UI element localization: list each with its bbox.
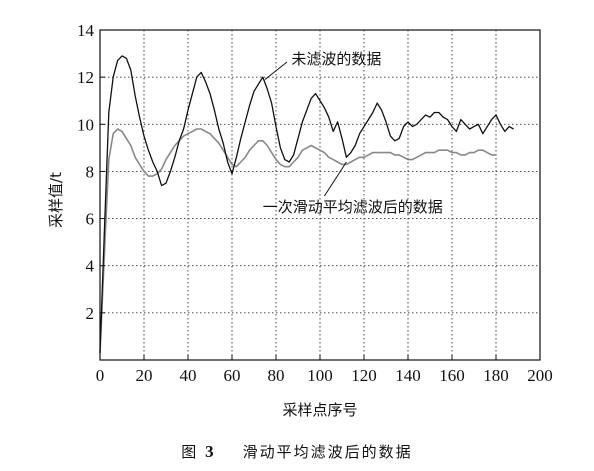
annotation-leader-1 (264, 61, 288, 80)
figure-label: 图 (181, 443, 199, 461)
x-tick-label: 80 (268, 366, 285, 385)
y-tick-label: 14 (77, 21, 95, 40)
x-axis-label: 采样点序号 (282, 401, 357, 419)
y-axis-label: 采样值/t (47, 172, 65, 228)
y-tick-label: 4 (86, 257, 95, 276)
x-tick-label: 0 (96, 366, 105, 385)
figure-caption: 图 3 滑动平均滤波后的数据 (0, 441, 594, 462)
grid (100, 30, 540, 360)
figure-number: 3 (205, 442, 216, 461)
y-tick-label: 2 (86, 304, 95, 323)
plot-area (99, 55, 514, 353)
x-tick-label: 160 (439, 366, 465, 385)
y-tick-label: 10 (77, 115, 94, 134)
annotation-label-2: 一次滑动平均滤波后的数据 (263, 198, 443, 216)
x-tick-label: 180 (483, 366, 509, 385)
x-tick-label: 60 (224, 366, 241, 385)
annotation-leader-2 (323, 161, 347, 197)
x-tick-label: 20 (136, 366, 153, 385)
y-tick-label: 8 (86, 162, 95, 181)
x-tick-label: 200 (527, 366, 553, 385)
series-line-1 (99, 55, 514, 353)
y-tick-label: 6 (86, 210, 95, 229)
chart-svg: 0 20 40 60 80 100 120 140 160 180 200 2 4 6 8 10 12 14 未滤… (47, 21, 553, 419)
y-tick-label: 12 (77, 68, 94, 87)
x-tick-label: 100 (307, 366, 333, 385)
axis-ticks: 0 20 40 60 80 100 120 140 160 180 200 2 4 6 8 10 12 14 (77, 21, 553, 385)
x-tick-label: 40 (180, 366, 197, 385)
annotation-label-1: 未滤波的数据 (291, 50, 381, 68)
series-line-2 (99, 128, 496, 353)
x-tick-label: 140 (395, 366, 421, 385)
caption-text: 滑动平均滤波后的数据 (242, 443, 413, 461)
x-tick-label: 120 (351, 366, 377, 385)
